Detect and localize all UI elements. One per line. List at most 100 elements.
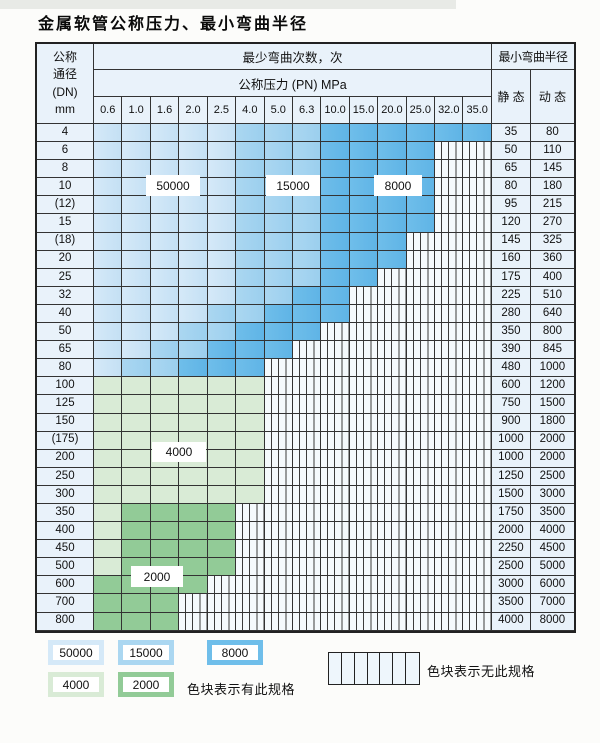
spec-cell-unavailable [435,540,464,559]
static-radius-cell: 50 [491,142,531,161]
spec-cell-unavailable [406,359,436,378]
spec-cell-unavailable [435,160,464,179]
spec-cell-available [207,395,237,414]
spec-cell-available [378,196,407,215]
spec-cell-available [378,232,407,251]
static-radius-cell: 1500 [491,485,531,504]
spec-cell-unavailable [406,341,436,360]
spec-cell-unavailable [435,377,464,396]
static-column-header: 静 态 [492,70,531,124]
spec-cell-available [94,214,123,233]
dn-cell: 6 [37,142,94,161]
dynamic-radius-cell: 1500 [530,395,574,414]
spec-cell-unavailable [463,232,492,251]
static-radius-cell: 175 [491,268,531,287]
spec-cell-unavailable [264,594,293,613]
spec-cell-available [179,250,208,269]
static-radius-cell: 80 [491,178,531,197]
spec-cell-unavailable [264,395,293,414]
spec-cell-unavailable [349,304,379,324]
static-radius-cell: 225 [491,286,531,305]
dynamic-radius-cell: 80 [530,124,574,143]
spec-cell-available [321,304,350,324]
spec-cell-unavailable [378,395,407,414]
spec-cell-available [207,160,237,179]
spec-cell-available [207,522,237,541]
table-row-dn-65: 65 390 845 [37,341,574,360]
spec-cell-available [94,612,123,631]
spec-cell-available [122,286,151,305]
spec-cell-available [292,214,322,233]
dn-cell: 65 [37,341,94,360]
static-radius-cell: 280 [491,304,531,324]
spec-cell-available [150,250,180,269]
spec-cell-available [264,323,293,342]
dynamic-radius-cell: 510 [530,286,574,305]
table-row-dn-350: 350 1750 3500 [37,503,574,523]
pressure-col-15.0: 15.0 [349,97,379,124]
spec-cell-available [94,323,123,342]
spec-cell-unavailable [435,413,464,432]
dynamic-radius-cell: 7000 [530,594,574,613]
spec-cell-unavailable [463,558,492,577]
spec-cell-unavailable [292,485,322,504]
dynamic-radius-cell: 2500 [530,467,574,486]
spec-cell-available [292,250,322,269]
table-row-dn-600: 600 3000 6000 [37,576,574,595]
spec-cell-available [122,522,151,541]
bend-cycles-header: 最少弯曲次数，次 [94,44,492,70]
legend-label-15000: 15000 [123,645,169,660]
spec-cell-unavailable [292,540,322,559]
spec-cell-available [207,449,237,468]
spec-cell-available [122,503,151,523]
spec-cell-unavailable [378,558,407,577]
spec-cell-unavailable [264,467,293,486]
static-radius-cell: 390 [491,341,531,360]
spec-cell-unavailable [435,304,464,324]
spec-cell-unavailable [463,178,492,197]
spec-cell-available [321,286,350,305]
spec-cell-available [94,395,123,414]
table-row-dn-100: 100 600 1200 [37,377,574,396]
dynamic-radius-cell: 3000 [530,485,574,504]
spec-cell-unavailable [292,467,322,486]
spec-cell-available [207,286,237,305]
spec-cell-available [179,377,208,396]
dn-cell: 800 [37,612,94,631]
pressure-col-1.0: 1.0 [122,97,151,124]
spec-cell-available [207,124,237,143]
spec-cell-available [150,232,180,251]
spec-cell-unavailable [406,431,436,450]
dn-cell: 300 [37,485,94,504]
spec-cell-available [122,431,151,450]
spec-cell-unavailable [179,612,208,631]
pressure-col-2.0: 2.0 [179,97,208,124]
spec-cell-unavailable [406,558,436,577]
spec-cell-unavailable [435,196,464,215]
spec-cell-available [378,124,407,143]
spec-cell-available [179,196,208,215]
scan-top-band [0,0,456,9]
spec-cell-available [179,522,208,541]
dn-cell: (12) [37,196,94,215]
pressure-col-2.5: 2.5 [207,97,237,124]
table-row-dn-50: 50 350 800 [37,323,574,342]
spec-cell-unavailable [378,612,407,631]
spec-cell-unavailable [292,449,322,468]
spec-cell-unavailable [349,323,379,342]
spec-cell-unavailable [349,377,379,396]
dynamic-radius-cell: 640 [530,304,574,324]
pressure-col-0.6: 0.6 [94,97,123,124]
spec-cell-unavailable [378,377,407,396]
spec-cell-unavailable [463,196,492,215]
dynamic-radius-cell: 6000 [530,576,574,595]
spec-cell-available [207,214,237,233]
spec-cell-unavailable [349,467,379,486]
spec-cell-unavailable [463,377,492,396]
spec-cell-available [321,124,350,143]
spec-cell-unavailable [207,576,237,595]
pressure-col-35.0: 35.0 [463,97,492,124]
spec-cell-available [150,395,180,414]
spec-cell-unavailable [236,612,265,631]
spec-cell-unavailable [321,612,350,631]
